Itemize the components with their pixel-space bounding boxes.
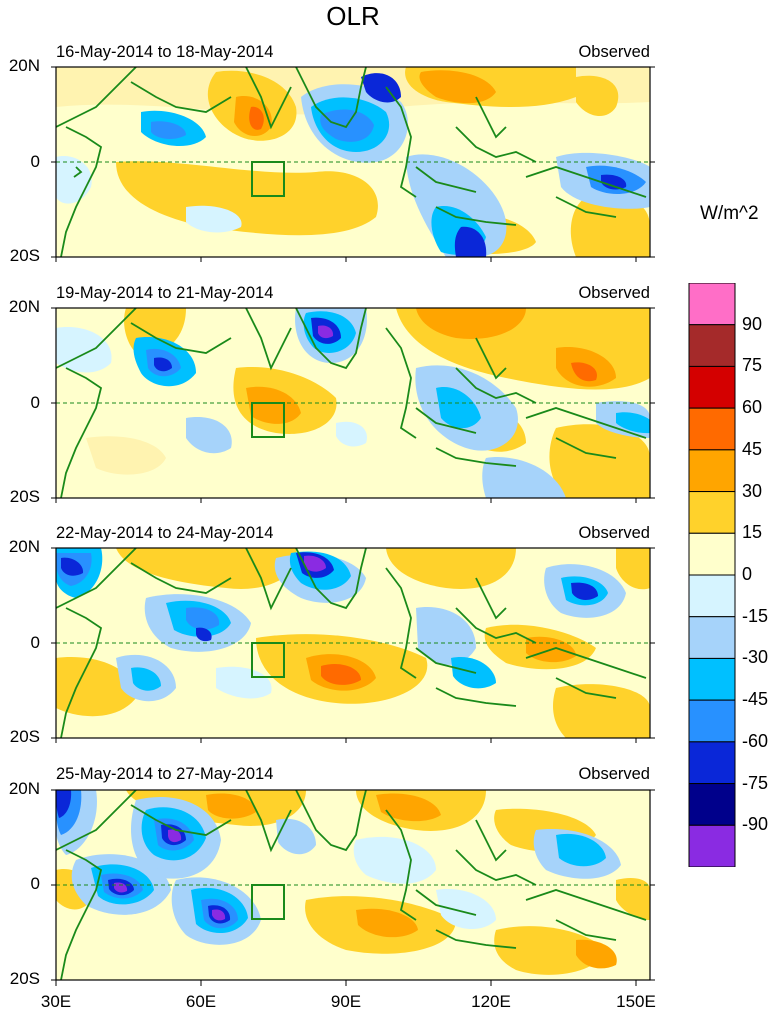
panel-3-lat-20s: 20S bbox=[9, 727, 40, 746]
colorbar-label: 0 bbox=[742, 564, 753, 584]
panel-3-lat-20n: 20N bbox=[8, 537, 40, 556]
colorbar-label: -15 bbox=[742, 605, 769, 626]
colorbar bbox=[688, 283, 736, 867]
colorbar-unit: W/m^2 bbox=[700, 203, 759, 224]
colorbar-label: -60 bbox=[742, 730, 769, 751]
colorbar-label: -75 bbox=[742, 772, 769, 793]
panel-2-lat-20s: 20S bbox=[9, 487, 40, 506]
panel-4-header: 25-May-2014 to 27-May-2014 Observed bbox=[56, 764, 650, 784]
colorbar-swatch bbox=[688, 532, 736, 576]
colorbar-label: 45 bbox=[742, 438, 763, 459]
lon-label-150e: 150E bbox=[616, 992, 656, 1011]
colorbar-swatch bbox=[688, 574, 736, 618]
panel-1-lat-20n: 20N bbox=[8, 56, 40, 75]
panel-3-lat-0: 0 bbox=[30, 633, 40, 652]
figure-title: OLR bbox=[326, 1, 380, 31]
colorbar-label: 90 bbox=[742, 313, 763, 334]
panel-1-observed-label: Observed bbox=[578, 43, 650, 61]
panel-2-header: 19-May-2014 to 21-May-2014 Observed bbox=[56, 283, 650, 303]
panel-3-date-range: 22-May-2014 to 24-May-2014 bbox=[56, 524, 274, 542]
panel-1-lat-20s: 20S bbox=[9, 246, 40, 265]
colorbar-swatch bbox=[688, 324, 736, 367]
colorbar-swatch bbox=[688, 699, 736, 743]
panel-4-lat-20s: 20S bbox=[9, 969, 40, 988]
lon-label-90e: 90E bbox=[330, 992, 362, 1011]
colorbar-label: -45 bbox=[742, 689, 769, 710]
panel-4-date-range: 25-May-2014 to 27-May-2014 bbox=[56, 765, 274, 783]
colorbar-swatch bbox=[688, 824, 736, 867]
panel-1-lat-0: 0 bbox=[30, 152, 40, 171]
lon-label-120e: 120E bbox=[471, 992, 511, 1011]
lon-label-60e: 60E bbox=[185, 992, 217, 1011]
lon-label-30e: 30E bbox=[40, 992, 72, 1011]
panel-2-map bbox=[51, 307, 655, 503]
colorbar-label: -90 bbox=[742, 814, 769, 835]
colorbar-swatch bbox=[688, 783, 736, 826]
panel-2-observed-label: Observed bbox=[578, 284, 650, 302]
colorbar-swatch bbox=[688, 283, 736, 326]
colorbar-label: 75 bbox=[742, 355, 763, 376]
panel-3-header: 22-May-2014 to 24-May-2014 Observed bbox=[56, 523, 650, 543]
panel-4-map bbox=[51, 789, 655, 986]
colorbar-label: 60 bbox=[742, 397, 763, 418]
colorbar-swatch bbox=[688, 491, 736, 534]
panel-2-lat-0: 0 bbox=[30, 393, 40, 412]
colorbar-label: 30 bbox=[742, 480, 763, 501]
colorbar-swatch bbox=[688, 365, 736, 409]
colorbar-swatch bbox=[688, 616, 736, 659]
panel-3-observed-label: Observed bbox=[578, 524, 650, 542]
panel-2-lat-20n: 20N bbox=[8, 297, 40, 316]
colorbar-label: 15 bbox=[742, 522, 763, 543]
panel-3-map bbox=[51, 547, 655, 743]
panel-1-date-range: 16-May-2014 to 18-May-2014 bbox=[56, 43, 274, 61]
colorbar-swatch bbox=[688, 449, 736, 493]
colorbar-swatch bbox=[688, 741, 736, 785]
panel-4-lat-0: 0 bbox=[30, 874, 40, 893]
colorbar-label: -30 bbox=[742, 647, 769, 668]
panel-1-map bbox=[51, 66, 655, 262]
colorbar-swatch bbox=[688, 657, 736, 701]
colorbar-swatch bbox=[688, 407, 736, 451]
panel-1-header: 16-May-2014 to 18-May-2014 Observed bbox=[56, 42, 650, 62]
panel-4-observed-label: Observed bbox=[578, 765, 650, 783]
panel-4-lat-20n: 20N bbox=[8, 779, 40, 798]
panel-2-date-range: 19-May-2014 to 21-May-2014 bbox=[56, 284, 274, 302]
